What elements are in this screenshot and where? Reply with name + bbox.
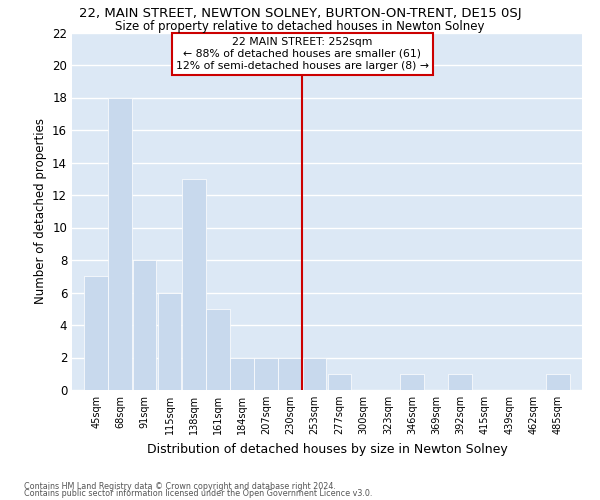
Bar [400, 374, 424, 390]
Text: 22, MAIN STREET, NEWTON SOLNEY, BURTON-ON-TRENT, DE15 0SJ: 22, MAIN STREET, NEWTON SOLNEY, BURTON-O… [79, 8, 521, 20]
Bar [206, 308, 230, 390]
Bar [182, 179, 206, 390]
Bar [109, 98, 132, 390]
Y-axis label: Number of detached properties: Number of detached properties [34, 118, 47, 304]
X-axis label: Distribution of detached houses by size in Newton Solney: Distribution of detached houses by size … [146, 442, 508, 456]
Bar [230, 358, 254, 390]
Bar [158, 292, 181, 390]
Bar [85, 276, 108, 390]
Bar [254, 358, 278, 390]
Bar [328, 374, 352, 390]
Text: Size of property relative to detached houses in Newton Solney: Size of property relative to detached ho… [115, 20, 485, 33]
Text: Contains public sector information licensed under the Open Government Licence v3: Contains public sector information licen… [24, 490, 373, 498]
Bar [133, 260, 156, 390]
Bar [278, 358, 302, 390]
Bar [546, 374, 569, 390]
Text: Contains HM Land Registry data © Crown copyright and database right 2024.: Contains HM Land Registry data © Crown c… [24, 482, 336, 491]
Text: 22 MAIN STREET: 252sqm
← 88% of detached houses are smaller (61)
12% of semi-det: 22 MAIN STREET: 252sqm ← 88% of detached… [176, 38, 429, 70]
Bar [448, 374, 472, 390]
Bar [302, 358, 326, 390]
